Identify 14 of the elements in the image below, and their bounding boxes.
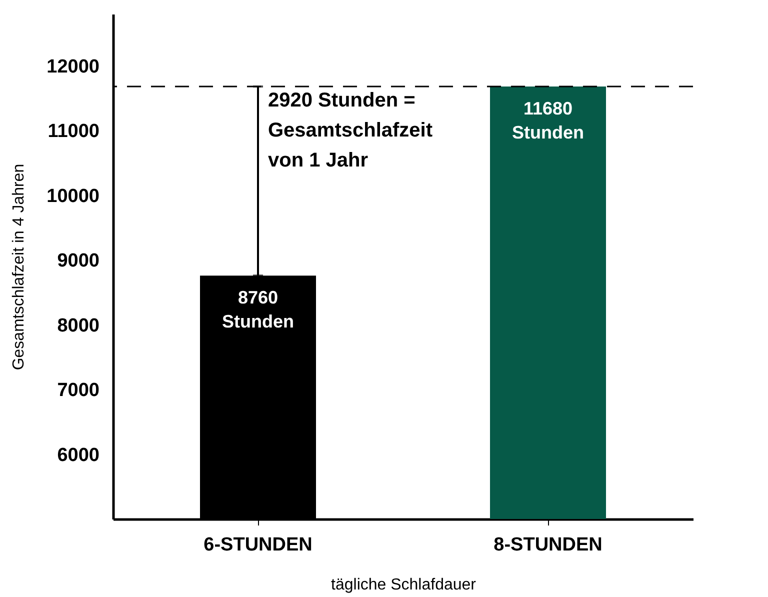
annotation: 2920 Stunden = Gesamtschlafzeit von 1 Jahr — [268, 90, 433, 172]
y-tick-label: 12000 — [46, 56, 100, 78]
data-label: 11680 Stunden — [512, 98, 584, 143]
y-tick-label: 11000 — [48, 121, 100, 142]
data-label: 8760 Stunden — [222, 288, 294, 332]
y-tick-label: 7000 — [57, 380, 100, 402]
y-tick-label: 10000 — [46, 186, 100, 207]
x-axis-title: tägliche Schlafdauer — [331, 576, 477, 594]
x-tick-label: 8-STUNDEN — [494, 534, 602, 556]
x-tick-label: 6-STUNDEN — [204, 534, 312, 556]
y-tick-label: 6000 — [57, 444, 100, 466]
y-tick-label: 9000 — [57, 250, 100, 272]
y-axis-title: Gesamtschlafzeit in 4 Jahren — [10, 164, 28, 370]
y-tick-label: 8000 — [57, 315, 100, 336]
